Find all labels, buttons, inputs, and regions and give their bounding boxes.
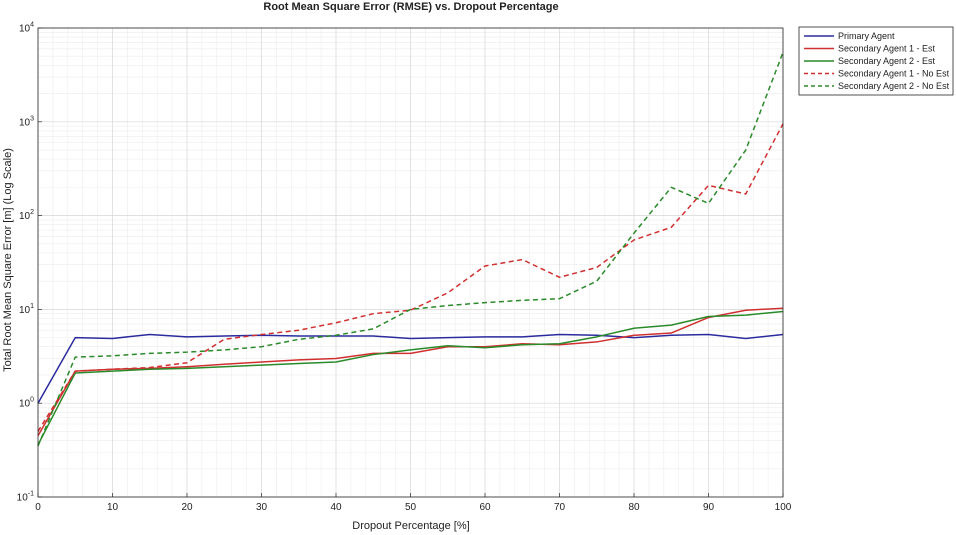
series-layer bbox=[37, 52, 784, 447]
y-tick-label: 100 bbox=[19, 397, 34, 410]
series-line-5 bbox=[37, 52, 784, 447]
y-tick-label: 102 bbox=[19, 209, 34, 222]
x-tick-label: 60 bbox=[479, 502, 491, 513]
legend-label: Secondary Agent 1 - Est bbox=[838, 44, 936, 54]
x-tick-label: 40 bbox=[330, 502, 342, 513]
x-tick-label: 70 bbox=[554, 502, 566, 513]
x-tick-label: 100 bbox=[775, 502, 792, 513]
x-tick-label: 10 bbox=[107, 502, 119, 513]
legend-label: Secondary Agent 2 - Est bbox=[838, 56, 936, 66]
chart-title: Root Mean Square Error (RMSE) vs. Dropou… bbox=[263, 1, 558, 13]
y-axis-label: Total Root Mean Square Error [m] (Log Sc… bbox=[2, 148, 14, 372]
y-tick-label: 101 bbox=[19, 303, 34, 316]
x-tick-label: 90 bbox=[703, 502, 715, 513]
plot-area bbox=[37, 27, 784, 498]
legend: Primary Agent Secondary Agent 1 - Est Seco… bbox=[798, 26, 954, 96]
y-tick-label: 10-1 bbox=[17, 491, 34, 504]
legend-label: Secondary Agent 1 - No Est bbox=[838, 69, 950, 79]
series-line-1 bbox=[37, 333, 784, 404]
series-line-4 bbox=[37, 123, 784, 432]
series-line-3 bbox=[37, 310, 784, 446]
x-axis-label: Dropout Percentage [%] bbox=[352, 520, 469, 532]
x-tick-label: 80 bbox=[628, 502, 640, 513]
y-axis-ticks: 10-1 100 101 102 103 104 bbox=[17, 22, 42, 504]
legend-label: Secondary Agent 2 - No Est bbox=[838, 81, 950, 91]
x-tick-label: 50 bbox=[405, 502, 417, 513]
y-tick-label: 104 bbox=[19, 22, 34, 35]
x-tick-label: 30 bbox=[256, 502, 268, 513]
series-line-2 bbox=[37, 307, 784, 437]
x-tick-label: 20 bbox=[181, 502, 193, 513]
x-tick-label: 0 bbox=[35, 502, 41, 513]
legend-label: Primary Agent bbox=[838, 31, 895, 41]
x-axis-ticks: 0 10 20 30 40 50 60 70 80 90 100 bbox=[35, 493, 792, 513]
y-tick-label: 103 bbox=[19, 115, 34, 128]
